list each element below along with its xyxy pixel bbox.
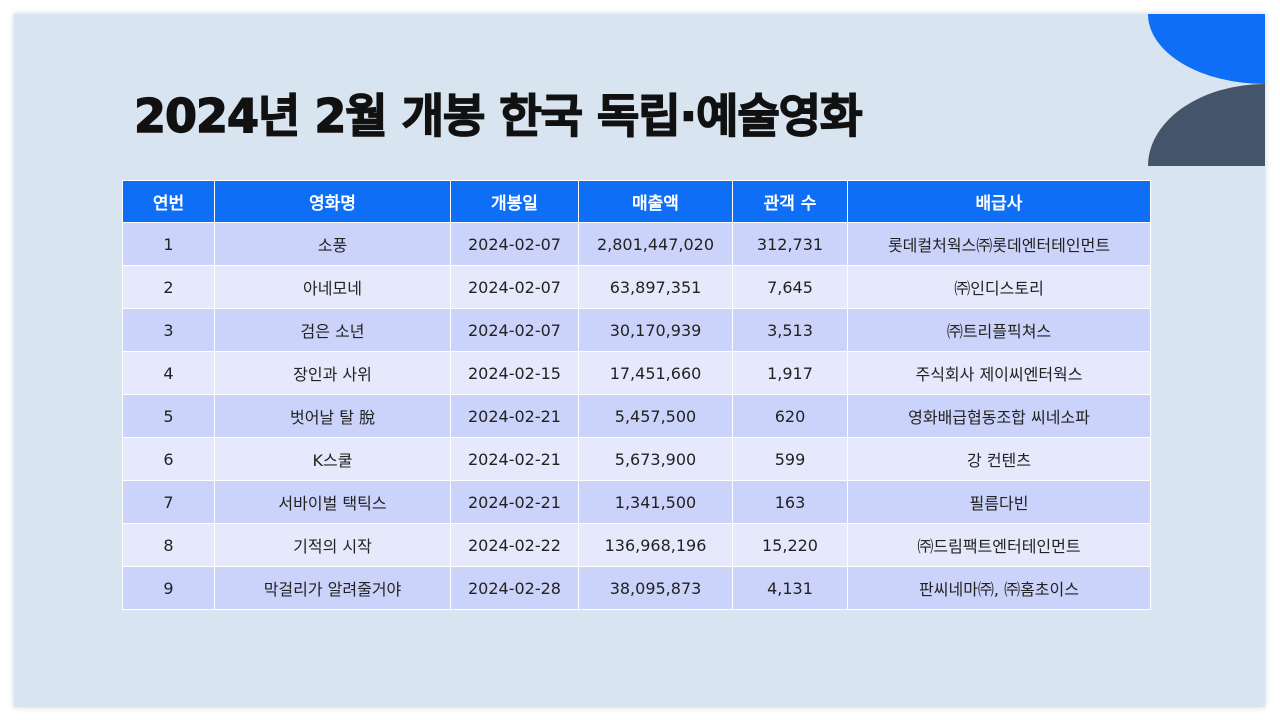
cell-title: 서바이벌 택틱스 <box>214 480 451 524</box>
cell-no: 7 <box>122 480 215 524</box>
cell-distributor: ㈜드림팩트엔터테인먼트 <box>847 523 1151 567</box>
cell-release-date: 2024-02-15 <box>450 351 579 395</box>
cell-no: 5 <box>122 394 215 438</box>
cell-release-date: 2024-02-21 <box>450 480 579 524</box>
cell-no: 4 <box>122 351 215 395</box>
table-row: 5 벗어날 탈 脫 2024-02-21 5,457,500 620 영화배급협… <box>122 394 1151 438</box>
cell-release-date: 2024-02-21 <box>450 394 579 438</box>
slide: 2024년 2월 개봉 한국 독립·예술영화 연번 영화명 개봉일 매출액 관객… <box>14 14 1265 707</box>
cell-no: 3 <box>122 308 215 352</box>
cell-no: 1 <box>122 222 215 266</box>
header-audience: 관객 수 <box>732 180 848 223</box>
cell-revenue: 5,673,900 <box>578 437 733 481</box>
cell-title: 기적의 시작 <box>214 523 451 567</box>
cell-revenue: 5,457,500 <box>578 394 733 438</box>
blue-quarter-circle <box>1148 14 1265 84</box>
cell-no: 9 <box>122 566 215 610</box>
cell-revenue: 136,968,196 <box>578 523 733 567</box>
cell-distributor: 판씨네마㈜, ㈜홈초이스 <box>847 566 1151 610</box>
cell-title: 검은 소년 <box>214 308 451 352</box>
cell-distributor: 필름다빈 <box>847 480 1151 524</box>
table-row: 7 서바이벌 택틱스 2024-02-21 1,341,500 163 필름다빈 <box>122 480 1151 524</box>
slate-half-circle <box>1148 84 1265 166</box>
cell-distributor: 강 컨텐츠 <box>847 437 1151 481</box>
cell-distributor: 주식회사 제이씨엔터웍스 <box>847 351 1151 395</box>
cell-distributor: ㈜트리플픽쳐스 <box>847 308 1151 352</box>
slide-title: 2024년 2월 개봉 한국 독립·예술영화 <box>133 88 863 143</box>
table-row: 9 막걸리가 알려줄거야 2024-02-28 38,095,873 4,131… <box>122 566 1151 610</box>
table-row: 8 기적의 시작 2024-02-22 136,968,196 15,220 ㈜… <box>122 523 1151 567</box>
cell-audience: 15,220 <box>732 523 848 567</box>
cell-audience: 7,645 <box>732 265 848 309</box>
cell-audience: 163 <box>732 480 848 524</box>
cell-distributor: ㈜인디스토리 <box>847 265 1151 309</box>
cell-title: 소풍 <box>214 222 451 266</box>
table-row: 4 장인과 사위 2024-02-15 17,451,660 1,917 주식회… <box>122 351 1151 395</box>
corner-decoration <box>1148 14 1265 166</box>
cell-distributor: 영화배급협동조합 씨네소파 <box>847 394 1151 438</box>
cell-title: 벗어날 탈 脫 <box>214 394 451 438</box>
cell-revenue: 38,095,873 <box>578 566 733 610</box>
cell-revenue: 1,341,500 <box>578 480 733 524</box>
cell-no: 8 <box>122 523 215 567</box>
table-row: 2 아네모네 2024-02-07 63,897,351 7,645 ㈜인디스토… <box>122 265 1151 309</box>
cell-release-date: 2024-02-28 <box>450 566 579 610</box>
cell-release-date: 2024-02-07 <box>450 265 579 309</box>
cell-release-date: 2024-02-07 <box>450 308 579 352</box>
cell-audience: 620 <box>732 394 848 438</box>
cell-revenue: 17,451,660 <box>578 351 733 395</box>
header-title: 영화명 <box>214 180 451 223</box>
header-no: 연번 <box>122 180 215 223</box>
film-table: 연번 영화명 개봉일 매출액 관객 수 배급사 1 소풍 2024-02-07 … <box>122 180 1151 610</box>
cell-revenue: 2,801,447,020 <box>578 222 733 266</box>
table-row: 1 소풍 2024-02-07 2,801,447,020 312,731 롯데… <box>122 222 1151 266</box>
cell-audience: 3,513 <box>732 308 848 352</box>
cell-title: K스쿨 <box>214 437 451 481</box>
cell-release-date: 2024-02-22 <box>450 523 579 567</box>
table-row: 6 K스쿨 2024-02-21 5,673,900 599 강 컨텐츠 <box>122 437 1151 481</box>
cell-audience: 1,917 <box>732 351 848 395</box>
cell-revenue: 63,897,351 <box>578 265 733 309</box>
cell-title: 아네모네 <box>214 265 451 309</box>
cell-release-date: 2024-02-21 <box>450 437 579 481</box>
cell-revenue: 30,170,939 <box>578 308 733 352</box>
header-distributor: 배급사 <box>847 180 1151 223</box>
cell-release-date: 2024-02-07 <box>450 222 579 266</box>
cell-title: 막걸리가 알려줄거야 <box>214 566 451 610</box>
header-revenue: 매출액 <box>578 180 733 223</box>
cell-audience: 4,131 <box>732 566 848 610</box>
table-header-row: 연번 영화명 개봉일 매출액 관객 수 배급사 <box>122 180 1151 223</box>
table-row: 3 검은 소년 2024-02-07 30,170,939 3,513 ㈜트리플… <box>122 308 1151 352</box>
cell-audience: 312,731 <box>732 222 848 266</box>
cell-distributor: 롯데컬처웍스㈜롯데엔터테인먼트 <box>847 222 1151 266</box>
cell-no: 6 <box>122 437 215 481</box>
cell-no: 2 <box>122 265 215 309</box>
header-release-date: 개봉일 <box>450 180 579 223</box>
cell-audience: 599 <box>732 437 848 481</box>
cell-title: 장인과 사위 <box>214 351 451 395</box>
